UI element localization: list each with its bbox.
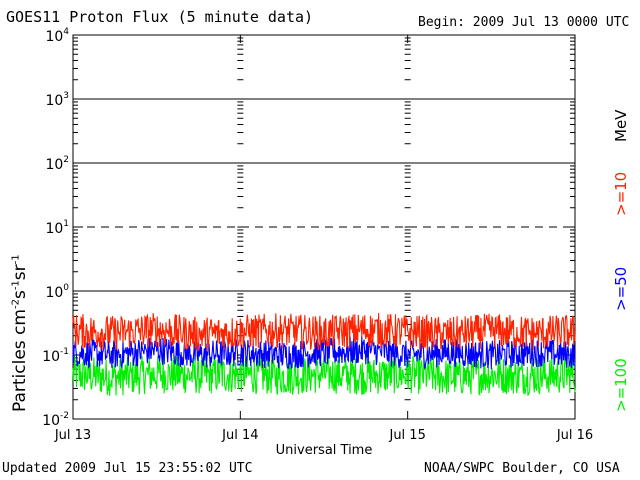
x-tick-label: Jul 13 (54, 428, 91, 443)
y-tick-label: 104 (45, 27, 69, 45)
x-tick-label: Jul 15 (388, 428, 425, 443)
series-line-1 (72, 335, 576, 370)
x-axis-label: Universal Time (276, 443, 373, 458)
credit-text: NOAA/SWPC Boulder, CO USA (424, 461, 620, 476)
series-line-0 (72, 313, 576, 352)
series-line-2 (72, 354, 576, 397)
y-tick-label: 10-2 (42, 411, 69, 429)
y-tick-label: 102 (45, 155, 69, 173)
legend-p100: >=100 (612, 358, 630, 412)
y-tick-label: 101 (45, 219, 69, 237)
begin-timestamp: Begin: 2009 Jul 13 0000 UTC (418, 15, 630, 30)
y-axis-label: Particles cm-2s-1sr-1 (10, 254, 30, 412)
y-tick-label: 100 (45, 283, 69, 301)
legend-p50: >=50 (612, 266, 630, 311)
updated-timestamp: Updated 2009 Jul 15 23:55:02 UTC (2, 461, 253, 476)
y-tick-label: 10-1 (42, 347, 69, 365)
legend-p10: >=10 (612, 171, 630, 216)
x-tick-label: Jul 16 (556, 428, 593, 443)
unit-label-mev: MeV (612, 109, 630, 142)
chart-title: GOES11 Proton Flux (5 minute data) (6, 8, 314, 26)
x-tick-label: Jul 14 (221, 428, 258, 443)
y-tick-label: 103 (45, 91, 69, 109)
